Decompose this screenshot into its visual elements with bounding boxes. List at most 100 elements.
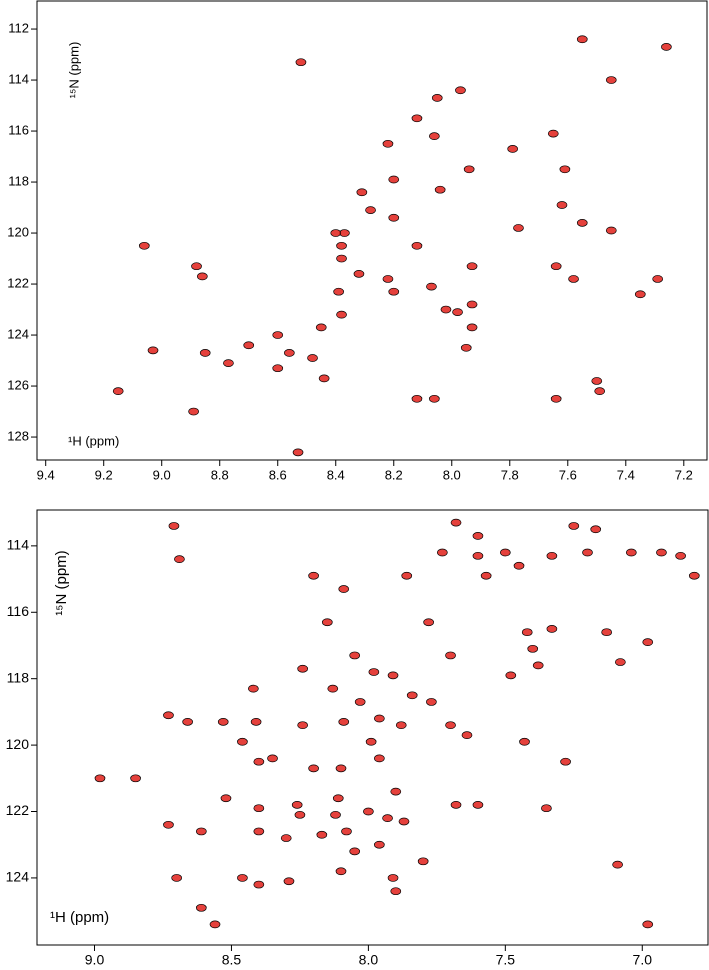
peak xyxy=(336,241,347,250)
peak xyxy=(280,834,292,842)
y-tick-label: 120 xyxy=(7,224,29,239)
peak xyxy=(560,757,571,766)
peak xyxy=(283,349,295,357)
peak xyxy=(550,394,562,403)
x-axis-label: ¹H (ppm) xyxy=(68,433,119,448)
peak xyxy=(568,275,579,283)
peak xyxy=(436,548,448,557)
peak xyxy=(463,165,475,174)
peak xyxy=(182,718,193,726)
peak xyxy=(460,343,472,352)
peak xyxy=(332,794,344,803)
peak xyxy=(480,571,492,580)
x-tick-label: 7.6 xyxy=(559,467,577,482)
peak xyxy=(373,714,385,723)
peak xyxy=(349,847,361,856)
peak xyxy=(253,827,265,836)
peak xyxy=(171,874,183,882)
peak xyxy=(195,827,207,836)
peak xyxy=(253,757,265,766)
peak xyxy=(223,359,234,367)
peak xyxy=(431,94,443,102)
y-tick-label: 116 xyxy=(8,122,29,137)
y-tick-label: 120 xyxy=(6,736,30,752)
peak xyxy=(138,241,150,250)
peak xyxy=(426,698,437,706)
x-tick-label: 8.0 xyxy=(443,467,461,482)
peak xyxy=(466,262,478,271)
peak xyxy=(472,801,484,809)
x-tick-label: 9.0 xyxy=(153,467,171,482)
y-axis-label: ¹⁵N (ppm) xyxy=(53,550,70,615)
peak xyxy=(532,661,544,670)
peak xyxy=(341,827,352,836)
peak xyxy=(318,374,330,383)
y-tick-label: 122 xyxy=(6,802,30,818)
peak xyxy=(601,628,613,637)
y-tick-label: 114 xyxy=(7,537,30,553)
peak xyxy=(513,561,525,570)
peak xyxy=(499,548,511,557)
peak xyxy=(382,139,394,148)
x-tick-label: 8.6 xyxy=(269,467,287,482)
peak xyxy=(168,522,180,530)
peak xyxy=(199,349,211,357)
peak xyxy=(195,903,207,912)
peak xyxy=(541,804,552,813)
peak xyxy=(411,114,423,123)
peak xyxy=(373,840,385,849)
spectrum-panel: 9.0 8.5 8.0 7.5 7.0 114 116 118 120 122 124 ¹⁵N (pp… xyxy=(6,509,709,968)
peak xyxy=(615,658,626,666)
x-tick-label: 7.8 xyxy=(501,467,519,482)
peak xyxy=(406,691,418,700)
x-tick-label: 7.2 xyxy=(675,467,693,482)
y-tick-label: 118 xyxy=(7,669,30,685)
peak xyxy=(237,874,248,882)
peak xyxy=(297,721,309,730)
peak xyxy=(429,132,440,140)
x-tick-label: 8.0 xyxy=(359,952,379,968)
peak xyxy=(455,86,466,95)
peak xyxy=(450,518,462,527)
peak xyxy=(642,920,654,929)
x-tick-label: 8.4 xyxy=(327,467,345,482)
peak xyxy=(568,522,580,530)
y-tick-label: 128 xyxy=(7,428,29,443)
peak xyxy=(605,76,617,84)
x-axis-label: ¹H (ppm) xyxy=(50,909,109,926)
peak xyxy=(294,810,306,819)
peak xyxy=(652,275,664,283)
peak xyxy=(283,877,295,886)
peak xyxy=(248,684,259,693)
peak xyxy=(130,774,141,783)
peak xyxy=(612,860,623,869)
x-tick-label: 8.2 xyxy=(385,467,403,482)
x-tick-label: 8.8 xyxy=(211,467,229,482)
peak xyxy=(388,287,400,296)
peak xyxy=(556,201,568,209)
peak xyxy=(188,407,199,416)
peak xyxy=(174,555,185,563)
peak xyxy=(354,698,366,706)
y-tick-label: 112 xyxy=(8,20,29,35)
peak xyxy=(363,807,374,816)
peak xyxy=(250,718,262,726)
peak xyxy=(576,35,588,44)
peak xyxy=(330,229,342,237)
peak xyxy=(576,219,588,227)
peak xyxy=(395,721,407,730)
peak xyxy=(308,764,319,773)
plot-frame xyxy=(36,509,709,946)
peak xyxy=(417,857,429,866)
y-tick-label: 122 xyxy=(7,275,29,290)
peak xyxy=(253,804,265,813)
peak xyxy=(591,377,603,385)
peak xyxy=(297,664,309,673)
peak xyxy=(387,874,399,882)
peak xyxy=(315,323,327,332)
peak xyxy=(237,737,248,746)
peak xyxy=(594,387,606,395)
peak xyxy=(191,262,202,271)
peak xyxy=(388,213,400,222)
